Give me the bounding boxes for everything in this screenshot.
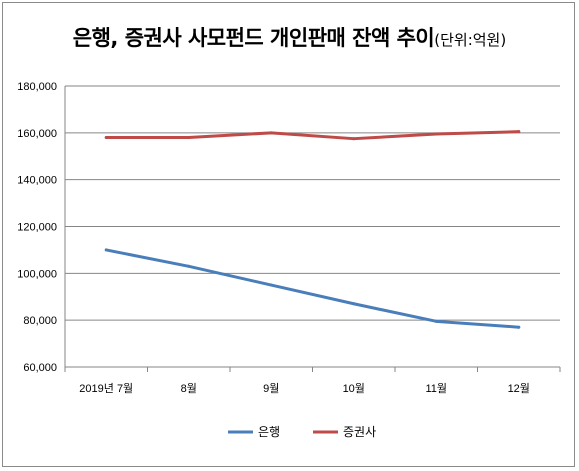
legend-label: 증권사 <box>343 425 376 439</box>
x-tick-label: 11월 <box>425 382 447 395</box>
data-point <box>187 264 191 268</box>
y-tick-label: 160,000 <box>17 128 57 140</box>
series-line-bank <box>104 248 521 329</box>
x-tick-label: 10월 <box>343 382 365 395</box>
x-tick-label: 9월 <box>263 382 279 395</box>
data-point <box>104 248 108 252</box>
legend-label: 은행 <box>258 424 280 439</box>
data-point <box>352 302 356 306</box>
data-point <box>187 136 191 140</box>
data-point <box>517 325 521 329</box>
y-tick-label: 100,000 <box>17 268 57 280</box>
x-tick-label: 2019년 7월 <box>79 382 133 395</box>
data-point <box>517 130 521 134</box>
data-point <box>269 131 273 135</box>
x-tick-label: 12월 <box>508 382 530 395</box>
x-tick-label: 8월 <box>181 382 197 395</box>
data-point <box>434 319 438 323</box>
y-tick-label: 180,000 <box>17 81 57 93</box>
y-tick-label: 80,000 <box>23 315 57 327</box>
data-point <box>352 137 356 141</box>
data-point <box>269 283 273 287</box>
y-tick-label: 140,000 <box>17 175 57 187</box>
data-point <box>104 136 108 140</box>
y-tick-label: 120,000 <box>17 222 57 234</box>
chart-title-container: 은행, 증권사 사모펀드 개인판매 잔액 추이(단위:억원) <box>0 22 579 52</box>
series-line-securities <box>104 130 521 141</box>
chart-frame <box>2 2 575 467</box>
y-tick-label: 60,000 <box>23 362 57 374</box>
chart-unit: (단위:억원) <box>434 31 507 49</box>
chart-title: 은행, 증권사 사모펀드 개인판매 잔액 추이 <box>72 26 435 50</box>
data-point <box>434 132 438 136</box>
